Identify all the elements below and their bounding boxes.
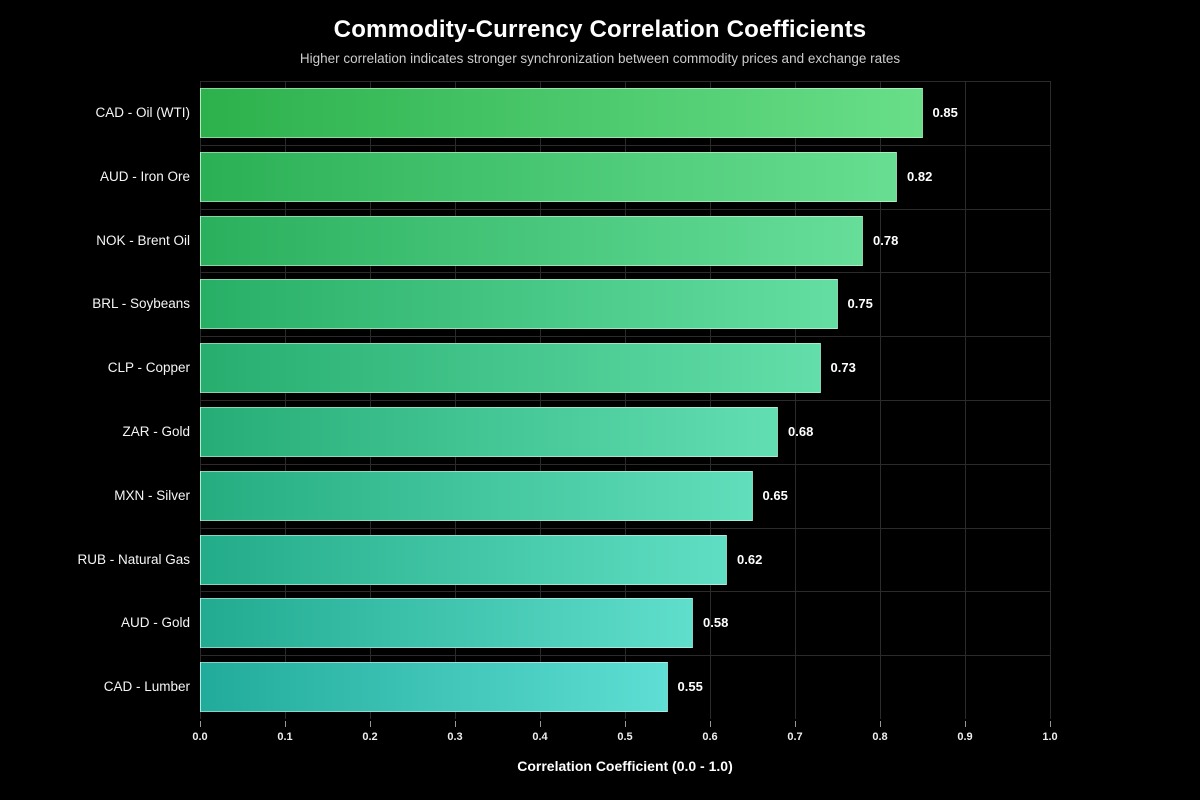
value-label: 0.68 xyxy=(788,424,814,439)
chart-title: Commodity-Currency Correlation Coefficie… xyxy=(333,16,867,43)
x-axis-tick-label: 0.0 xyxy=(192,731,208,743)
bar xyxy=(200,598,693,649)
value-label: 0.75 xyxy=(847,296,873,312)
bar xyxy=(200,279,838,330)
gridline-vertical xyxy=(455,81,456,719)
gridline-vertical xyxy=(965,81,966,719)
gridline-vertical xyxy=(880,81,881,719)
bar xyxy=(200,151,897,202)
x-axis-tick-label: 0.7 xyxy=(787,731,803,743)
category-label: AUD - Iron Ore xyxy=(99,168,190,184)
category-label: BRL - Soybeans xyxy=(92,296,190,312)
x-axis-tick-label: 0.2 xyxy=(362,731,378,743)
category-label: CLP - Copper xyxy=(107,360,190,376)
x-axis-tick-mark xyxy=(710,721,711,727)
x-axis-tick-mark xyxy=(370,721,371,727)
bar xyxy=(200,662,668,713)
gridline-vertical xyxy=(625,81,626,719)
bar xyxy=(200,343,821,394)
x-axis-tick-mark xyxy=(965,721,966,727)
value-label: 0.78 xyxy=(873,232,899,248)
x-axis-tick-label: 0.9 xyxy=(957,731,973,743)
bar-row: CAD - Lumber 0.55 xyxy=(104,655,1050,719)
category-label: CAD - Lumber xyxy=(103,679,190,695)
gridline-vertical xyxy=(285,81,286,719)
category-label: MXN - Silver xyxy=(114,487,190,503)
x-axis-tick-mark xyxy=(625,721,626,727)
x-axis-tick-mark xyxy=(200,721,201,727)
x-axis-tick-mark xyxy=(880,721,881,727)
category-label: RUB - Natural Gas xyxy=(77,551,190,567)
x-axis-tick-label: 0.5 xyxy=(617,731,633,743)
bar xyxy=(200,407,778,457)
bar-row: ZAR - Gold 0.68 xyxy=(122,400,1050,464)
x-axis-tick-label: 0.1 xyxy=(277,731,293,743)
bar xyxy=(200,88,923,138)
bar-row: AUD - Gold 0.58 xyxy=(121,591,1050,655)
bar-row: BRL - Soybeans 0.75 xyxy=(92,272,1050,336)
x-axis-tick-label: 0.4 xyxy=(532,731,548,743)
bar xyxy=(200,470,753,521)
x-axis-tick-label: 0.6 xyxy=(702,731,718,743)
bar-row: RUB - Natural Gas 0.62 xyxy=(77,528,1050,592)
gridline-vertical xyxy=(200,81,201,719)
x-axis-title: Correlation Coefficient (0.0 - 1.0) xyxy=(517,758,733,774)
plot-area: CAD - Oil (WTI) 0.85 AUD - Iron Ore 0.82 NOK… xyxy=(77,81,1051,727)
value-label: 0.73 xyxy=(830,360,856,376)
gridline-vertical xyxy=(710,81,711,719)
value-label: 0.65 xyxy=(762,487,788,503)
x-axis-tick-mark xyxy=(1050,721,1051,727)
x-axis-tick-label: 0.8 xyxy=(872,731,888,743)
gridline-vertical xyxy=(1050,81,1051,719)
bar xyxy=(200,215,863,266)
value-label: 0.55 xyxy=(677,679,703,695)
x-axis-tick-mark xyxy=(285,721,286,727)
bar-row: NOK - Brent Oil 0.78 xyxy=(96,209,1050,273)
x-axis-tick-label: 0.3 xyxy=(447,731,463,743)
chart-subtitle: Higher correlation indicates stronger sy… xyxy=(299,51,901,66)
bar-row: AUD - Iron Ore 0.82 xyxy=(100,145,1050,209)
category-label: NOK - Brent Oil xyxy=(96,232,190,248)
category-label: CAD - Oil (WTI) xyxy=(95,105,190,120)
category-label: ZAR - Gold xyxy=(122,424,190,439)
bar xyxy=(200,534,727,585)
x-axis-tick-mark xyxy=(455,721,456,727)
category-label: AUD - Gold xyxy=(120,615,190,631)
bar-row: MXN - Silver 0.65 xyxy=(114,464,1050,528)
value-label: 0.58 xyxy=(703,615,729,631)
x-axis-tick-mark xyxy=(795,721,796,727)
value-label: 0.85 xyxy=(932,105,958,120)
gridline-vertical xyxy=(540,81,541,719)
x-axis-tick-mark xyxy=(540,721,541,727)
value-label: 0.62 xyxy=(737,551,763,567)
bar-row: CAD - Oil (WTI) 0.85 xyxy=(96,81,1050,145)
gridline-vertical xyxy=(795,81,796,719)
x-axis-tick-label: 1.0 xyxy=(1042,731,1058,743)
bar-row: CLP - Copper 0.73 xyxy=(108,336,1050,400)
gridline-vertical xyxy=(370,81,371,719)
value-label: 0.82 xyxy=(907,168,933,184)
